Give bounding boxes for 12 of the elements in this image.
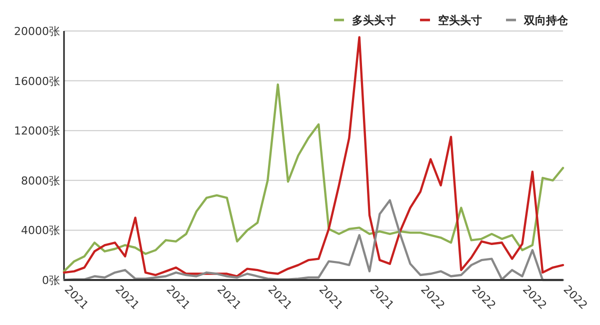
y-tick-label: 12000张 (14, 124, 60, 138)
y-tick-label: 8000张 (21, 174, 60, 188)
line-series (62, 199, 564, 282)
line-series (62, 36, 564, 278)
y-tick-label: 4000张 (21, 224, 60, 238)
y-tick-label: 16000张 (14, 74, 60, 88)
legend-label: 空头头寸 (438, 14, 482, 27)
legend-label: 双向持仓 (523, 14, 569, 27)
y-tick-label: 20000张 (14, 25, 60, 38)
legend-label: 多头头寸 (352, 14, 396, 27)
y-tick-label: 0张 (42, 274, 60, 287)
line-series (62, 83, 564, 272)
